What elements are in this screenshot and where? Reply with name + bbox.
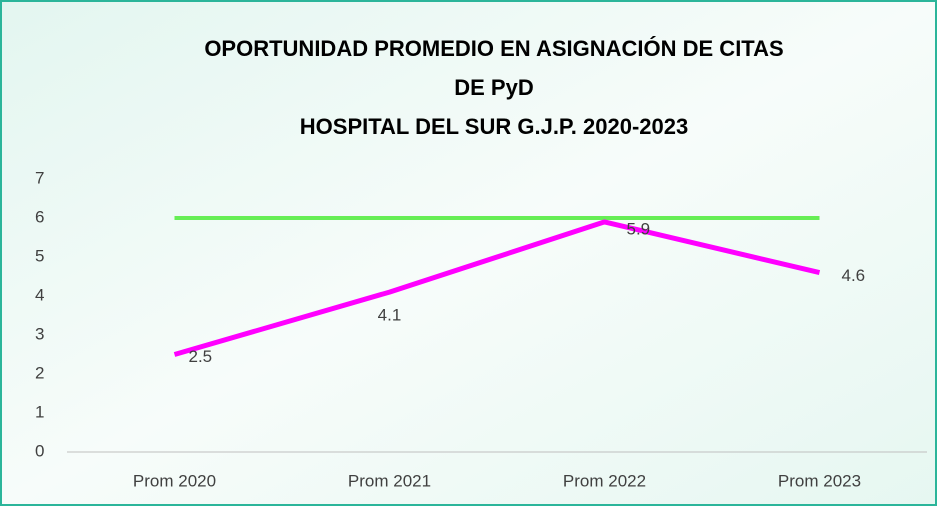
x-tick-label: Prom 2022 [563,471,646,490]
y-tick-label: 3 [35,324,44,343]
x-tick-label: Prom 2023 [778,471,861,490]
y-tick-label: 2 [35,363,44,382]
chart-title: OPORTUNIDAD PROMEDIO EN ASIGNACIÓN DE CI… [204,36,783,61]
y-tick-label: 1 [35,402,44,421]
y-tick-label: 7 [35,168,44,187]
y-tick-label: 0 [35,441,44,460]
series-line [173,219,821,357]
data-label: 4.6 [842,266,866,285]
chart-title: DE PyD [454,75,533,100]
x-tick-label: Prom 2020 [133,471,216,490]
y-tick-label: 4 [35,285,44,304]
x-tick-label: Prom 2021 [348,471,431,490]
data-label: 2.5 [189,347,213,366]
chart-title: HOSPITAL DEL SUR G.J.P. 2020-2023 [300,114,688,139]
y-tick-label: 5 [35,246,44,265]
data-label: 5.9 [627,219,651,238]
y-tick-label: 6 [35,207,44,226]
data-label: 4.1 [378,306,402,325]
